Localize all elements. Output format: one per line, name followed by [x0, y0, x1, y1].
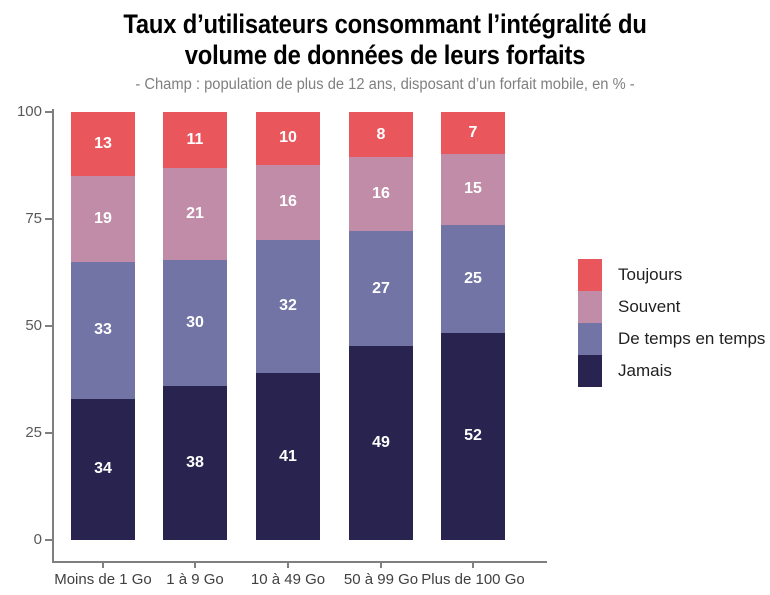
y-tick-mark — [45, 111, 52, 113]
bar-segment: 15 — [441, 153, 505, 225]
bar-value-label: 27 — [372, 279, 390, 297]
legend-item: Toujours — [578, 259, 765, 291]
bar-segment: 16 — [349, 157, 413, 232]
y-tick-mark — [45, 325, 52, 327]
bar-segment: 30 — [163, 260, 227, 386]
legend-swatch — [578, 355, 602, 387]
bar-value-label: 21 — [186, 205, 204, 223]
x-tick-mark — [287, 561, 289, 568]
legend-swatch — [578, 259, 602, 291]
x-tick-label: Moins de 1 Go — [54, 571, 152, 588]
bar-segment: 52 — [441, 332, 505, 540]
bar-segment: 33 — [71, 261, 135, 399]
bar-2: 11 21 30 38 — [163, 112, 227, 540]
legend-label: Jamais — [618, 361, 672, 380]
y-tick-mark — [45, 539, 52, 541]
bar-value-label: 11 — [186, 131, 204, 149]
bar-value-label: 10 — [279, 129, 297, 147]
bar-value-label: 32 — [279, 297, 297, 315]
chart-subtitle: - Champ : population de plus de 12 ans, … — [135, 76, 635, 93]
legend-item: De temps en temps — [578, 323, 765, 355]
legend-item: Souvent — [578, 291, 765, 323]
bar-value-label: 25 — [464, 269, 482, 287]
bar-value-label: 15 — [464, 180, 482, 198]
bar-segment: 38 — [163, 385, 227, 540]
legend: Toujours Souvent De temps en temps Jamais — [578, 259, 765, 387]
y-tick-label: 50 — [25, 317, 42, 334]
bar-1: 13 19 33 34 — [71, 112, 135, 540]
y-tick-label: 100 — [16, 103, 42, 120]
legend-item: Jamais — [578, 355, 765, 387]
x-tick-label: Plus de 100 Go — [421, 571, 525, 588]
x-tick-mark — [472, 561, 474, 568]
bar-value-label: 13 — [94, 134, 112, 152]
bar-value-label: 16 — [372, 185, 390, 203]
legend-label: Souvent — [618, 297, 681, 316]
bar-segment: 32 — [256, 239, 320, 374]
x-tick-mark — [194, 561, 196, 568]
y-tick-label: 0 — [33, 531, 42, 548]
bar-segment: 16 — [256, 164, 320, 240]
bar-value-label: 33 — [94, 321, 112, 339]
bar-4: 8 16 27 49 — [349, 112, 413, 540]
bar-value-label: 8 — [376, 125, 386, 143]
chart-title: Taux d’utilisateurs consommant l’intégra… — [46, 9, 724, 71]
bar-segment: 10 — [256, 112, 320, 165]
bar-value-label: 41 — [279, 447, 297, 465]
bar-value-label: 16 — [279, 193, 297, 211]
bar-segment: 19 — [71, 175, 135, 262]
bar-value-label: 34 — [94, 460, 112, 478]
y-tick-label: 25 — [25, 424, 42, 441]
bar-value-label: 7 — [468, 123, 478, 141]
y-tick-mark — [45, 432, 52, 434]
chart-title-line2: volume de données de leurs forfaits — [184, 40, 586, 70]
bar-segment: 49 — [349, 345, 413, 540]
bar-segment: 7 — [441, 112, 505, 154]
bar-segment: 25 — [441, 224, 505, 333]
x-tick-label: 50 à 99 Go — [343, 571, 419, 588]
y-axis-line — [52, 109, 54, 563]
bar-value-label: 19 — [94, 209, 112, 227]
x-tick-mark — [102, 561, 104, 568]
bar-5: 7 15 25 52 — [441, 112, 505, 540]
legend-label: Toujours — [618, 265, 683, 284]
legend-swatch — [578, 291, 602, 323]
legend-swatch — [578, 323, 602, 355]
bar-segment: 27 — [349, 231, 413, 346]
bar-value-label: 30 — [186, 314, 204, 332]
bar-value-label: 52 — [464, 427, 482, 445]
x-tick-mark — [380, 561, 382, 568]
x-axis-line — [52, 561, 547, 563]
bar-value-label: 38 — [186, 453, 204, 471]
y-tick-label: 75 — [25, 210, 42, 227]
bar-segment: 41 — [256, 373, 320, 540]
bar-segment: 21 — [163, 168, 227, 261]
x-tick-label: 1 à 9 Go — [166, 571, 224, 588]
bar-value-label: 49 — [372, 433, 390, 451]
bar-3: 10 16 32 41 — [256, 112, 320, 540]
legend-label: De temps en temps — [618, 329, 766, 348]
y-tick-mark — [45, 218, 52, 220]
bar-segment: 34 — [71, 398, 135, 540]
bar-segment: 13 — [71, 112, 135, 176]
chart-title-line1: Taux d’utilisateurs consommant l’intégra… — [123, 9, 647, 39]
x-tick-label: 10 à 49 Go — [250, 571, 326, 588]
bar-segment: 11 — [163, 112, 227, 169]
bar-segment: 8 — [349, 112, 413, 158]
